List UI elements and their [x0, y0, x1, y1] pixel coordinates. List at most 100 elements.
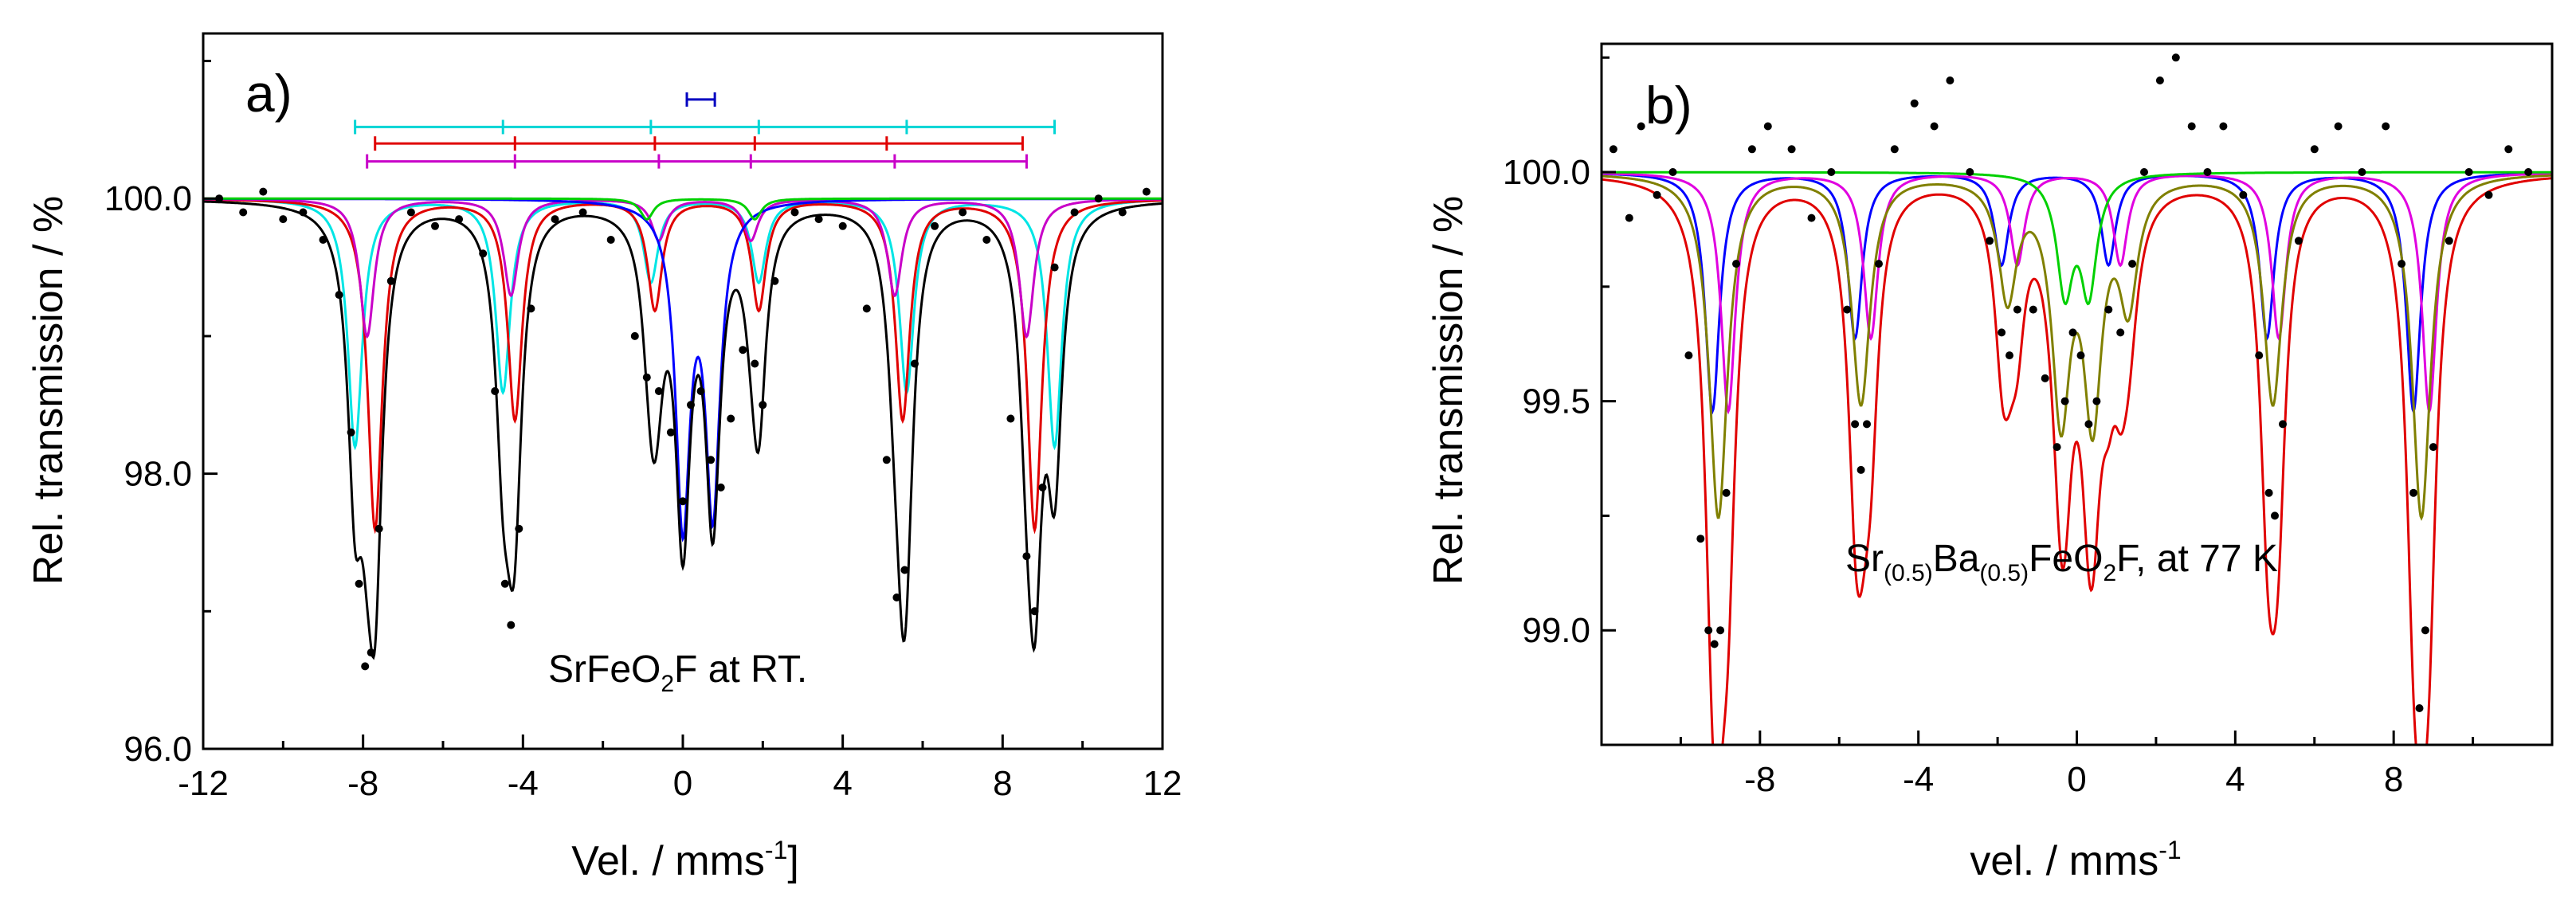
- panel-a-data-point: [386, 276, 395, 285]
- panel-a-data-point: [727, 414, 735, 423]
- panel-b-data-point: [1998, 328, 2006, 337]
- panel-a-x-ticks: -12 -8 -4 0 4 8 12: [178, 735, 1182, 803]
- panel-b-data-point: [2334, 122, 2343, 131]
- panel-b-x-ticks: -8 -4 0 4 8: [1600, 731, 2554, 799]
- panel-b-data-point: [2187, 122, 2196, 131]
- panel-a-data-point: [500, 579, 509, 588]
- panel-b-data-point: [1609, 145, 1617, 154]
- panel-b-data-point: [1637, 122, 1645, 131]
- panel-a-data-point: [679, 497, 687, 506]
- panel-a-data-point: [1070, 208, 1079, 217]
- panel-b-label: b): [1645, 76, 1692, 135]
- panel-a-data-point: [696, 387, 705, 395]
- panel-b-data-point: [1787, 145, 1796, 154]
- panel-a-annotation: SrFeO2F at RT.: [548, 648, 807, 697]
- panel-b-data-point: [1722, 488, 1731, 497]
- panel-b-component-curve-2: [1602, 172, 2552, 415]
- panel-a-label: a): [245, 64, 292, 123]
- panel-a-data-point: [630, 331, 639, 340]
- panel-b-data-point: [1710, 640, 1719, 648]
- panel-b-data-point: [2310, 145, 2319, 154]
- panel-b-y-axis-title: Rel. transmission / %: [1425, 196, 1472, 585]
- panel-b-y-tick-label: 99.0: [1522, 611, 1590, 650]
- panel-b-y-tick-label: 99.5: [1522, 382, 1590, 421]
- panel-b-data-point: [2076, 351, 2085, 360]
- panel-b-data-point: [2029, 305, 2037, 314]
- panel-a-data-point: [215, 194, 224, 203]
- panel-a-data-point: [666, 428, 675, 437]
- panel-b-data-point: [1966, 168, 1974, 176]
- panel-a-data-point: [1038, 483, 1047, 492]
- panel-a-x-tick-label: 8: [993, 764, 1012, 803]
- panel-b-data-point: [2171, 53, 2180, 62]
- panel-b-data-point: [2421, 626, 2429, 635]
- panel-a-data-points: [215, 187, 1151, 671]
- panel-b-data-point: [2294, 237, 2303, 245]
- panel-a-data-point: [862, 304, 871, 313]
- panel-a-y-tick-label: 96.0: [124, 730, 192, 769]
- panel-b-data-point: [2053, 443, 2061, 452]
- panel-a-data-point: [299, 208, 308, 217]
- panel-b-component-curve-1: [1602, 172, 2552, 415]
- panel-a-data-point: [751, 359, 759, 368]
- panel-a-data-point: [1030, 607, 1039, 616]
- panel-a-data-point: [739, 346, 747, 355]
- panel-b-x-axis-title: vel. / mms-1: [1970, 836, 2181, 884]
- panel-a-data-point: [716, 483, 725, 492]
- panel-a-data-point: [431, 221, 439, 230]
- panel-b-x-tick-label: -4: [1903, 760, 1934, 799]
- panel-b-data-point: [1763, 122, 1772, 131]
- panel-b-data-point: [2013, 305, 2021, 314]
- panel-a-component-curve-1: [203, 198, 1163, 451]
- panel-a-data-point: [319, 236, 327, 244]
- panel-a-data-point: [355, 579, 363, 588]
- panel-b-data-point: [2155, 76, 2164, 84]
- panel-a-data-point: [1094, 194, 1103, 203]
- panel-b-x-tick-label: -8: [1744, 760, 1775, 799]
- panel-b-annotation: Sr(0.5)Ba(0.5)FeO2F, at 77 K: [1845, 538, 2278, 586]
- panel-b-data-point: [2464, 168, 2473, 176]
- panel-b-data-point: [2279, 420, 2287, 429]
- panel-b-data-point: [2415, 704, 2424, 712]
- panel-b-data-point: [2116, 328, 2125, 337]
- panel-a-y-axis-title: Rel. transmission / %: [25, 196, 72, 585]
- panel-a-x-tick-label: -12: [178, 764, 229, 803]
- panel-a-data-point: [892, 593, 901, 601]
- panel-b-data-point: [1653, 190, 1661, 199]
- panel-a-x-tick-label: -8: [347, 764, 378, 803]
- panel-b-data-point: [2006, 351, 2013, 360]
- panel-b-component-curve-3: [1602, 174, 2552, 521]
- panel-b-data-point: [2524, 168, 2533, 176]
- panel-b-data-point: [1716, 626, 1725, 635]
- panel-a-data-point: [279, 215, 288, 224]
- panel-a-total-fit: [203, 200, 1163, 660]
- panel-a-component-curve-3: [203, 198, 1163, 339]
- panel-b-data-point: [2504, 145, 2513, 154]
- panel-b-data-point: [1863, 420, 1871, 429]
- panel-b-x-tick-label: 4: [2225, 760, 2245, 799]
- panel-b-data-point: [2128, 260, 2137, 268]
- panel-b-data-point: [1875, 260, 1883, 268]
- panel-b-data-point: [1843, 305, 1852, 314]
- panel-a-x-axis-title: Vel. / mms-1]: [571, 836, 799, 884]
- panel-a-component-curve-5: [203, 197, 1163, 221]
- panel-a-y-tick-label: 98.0: [124, 455, 192, 494]
- panel-a-data-point: [367, 648, 375, 657]
- panel-a-data-point: [911, 359, 919, 368]
- panel-a-data-point: [479, 249, 488, 258]
- panel-a-data-point: [361, 662, 370, 671]
- panel-a-data-point: [507, 621, 516, 629]
- panel-b-data-point: [1704, 626, 1713, 635]
- panel-b-frame: [1600, 42, 2554, 746]
- panel-a-data-point: [491, 387, 500, 395]
- panel-b-data-point: [2398, 260, 2406, 268]
- panel-b-data-point: [2060, 397, 2069, 405]
- panel-a-data-point: [1022, 552, 1031, 561]
- panel-b-data-point: [2445, 237, 2453, 245]
- panel-b-data-point: [1986, 237, 1994, 245]
- panel-b-y-ticks: 99.0 99.5 100.0: [1503, 56, 1616, 746]
- panel-a-data-point: [527, 304, 535, 313]
- panel-a-total-fit-curve: [203, 200, 1163, 660]
- panel-b-total-fit: [1602, 177, 2552, 745]
- panel-b-data-point: [2239, 190, 2248, 199]
